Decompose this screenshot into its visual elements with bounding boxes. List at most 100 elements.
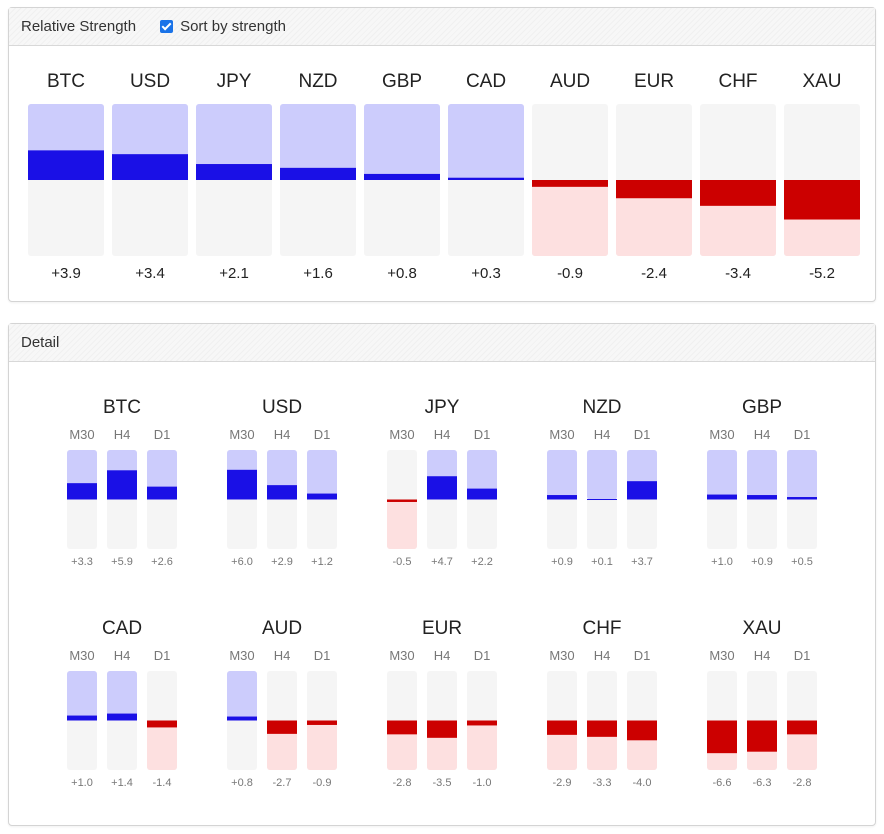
timeframe-label-nzd-h4: H4 (594, 427, 611, 442)
detail-value-chf-m30: -2.9 (553, 777, 572, 789)
detail-currency-aud: AUD (262, 618, 302, 639)
detail-value-chf-d1: -4.0 (633, 777, 652, 789)
detail-value-btc-m30: +3.3 (71, 556, 93, 568)
detail-eur-d1-bar (467, 720, 497, 726)
detail-currency-cad: CAD (102, 618, 142, 639)
detail-chf-m30-bar (547, 720, 577, 735)
strength-value-btc: +3.9 (51, 265, 81, 282)
timeframe-label-usd-d1: D1 (314, 427, 331, 442)
detail-gbp-d1-bar (787, 497, 817, 500)
relative-strength-chart: BTC +3.9 USD +3.4 JPY +2.1 NZD +1.6 GBP +0.8 CAD +0… (28, 71, 860, 282)
strength-eur-zone (616, 180, 692, 256)
detail-btc-m30-bar (67, 483, 97, 500)
strength-value-nzd: +1.6 (303, 265, 333, 282)
detail-currency-nzd: NZD (582, 397, 621, 418)
detail-aud-m30-zone (227, 671, 257, 721)
timeframe-label-chf-h4: H4 (594, 648, 611, 663)
detail-value-jpy-d1: +2.2 (471, 556, 493, 568)
detail-chf-d1-bar (627, 720, 657, 741)
strength-usd-bar (112, 154, 188, 180)
strength-value-jpy: +2.1 (219, 265, 249, 282)
timeframe-label-aud-m30: M30 (229, 648, 254, 663)
timeframe-label-jpy-h4: H4 (434, 427, 451, 442)
timeframe-label-cad-d1: D1 (154, 648, 171, 663)
strength-chf-bar (700, 180, 776, 206)
detail-gbp-d1-zone (787, 450, 817, 500)
detail-cad-m30-zone (67, 671, 97, 721)
detail-value-nzd-h4: +0.1 (591, 556, 613, 568)
detail-currency-jpy: JPY (425, 397, 460, 418)
currency-label-btc: BTC (47, 71, 85, 92)
currency-label-usd: USD (130, 71, 170, 92)
timeframe-label-gbp-d1: D1 (794, 427, 811, 442)
strength-value-chf: -3.4 (725, 265, 751, 282)
relative-strength-title: Relative Strength (21, 18, 137, 35)
detail-nzd-m30-zone (547, 450, 577, 500)
detail-jpy-m30-bar (387, 499, 417, 502)
timeframe-label-chf-m30: M30 (549, 648, 574, 663)
detail-cad-m30-bar (67, 715, 97, 721)
detail-chf-h4-bar (587, 720, 617, 737)
detail-value-cad-h4: +1.4 (111, 777, 133, 789)
currency-label-cad: CAD (466, 71, 506, 92)
sort-by-strength-toggle[interactable]: Sort by strength (160, 18, 286, 35)
timeframe-label-xau-m30: M30 (709, 648, 734, 663)
detail-currency-btc: BTC (103, 397, 141, 418)
detail-gbp-m30-zone (707, 450, 737, 500)
timeframe-label-eur-m30: M30 (389, 648, 414, 663)
detail-gbp-m30-bar (707, 494, 737, 500)
detail-usd-d1-zone (307, 450, 337, 500)
strength-eur-bar (616, 180, 692, 199)
strength-value-eur: -2.4 (641, 265, 667, 282)
detail-value-usd-d1: +1.2 (311, 556, 333, 568)
detail-nzd-h4-zone (587, 450, 617, 500)
timeframe-label-jpy-d1: D1 (474, 427, 491, 442)
detail-cad-d1-bar (147, 720, 177, 728)
detail-value-aud-h4: -2.7 (273, 777, 292, 789)
timeframe-label-usd-h4: H4 (274, 427, 291, 442)
detail-eur-m30-bar (387, 720, 417, 735)
timeframe-label-eur-d1: D1 (474, 648, 491, 663)
detail-aud-d1-zone (307, 720, 337, 770)
detail-btc-d1-bar (147, 486, 177, 500)
detail-aud-h4-bar (267, 720, 297, 734)
currency-label-gbp: GBP (382, 71, 422, 92)
timeframe-label-btc-m30: M30 (69, 427, 94, 442)
strength-jpy-bar (196, 164, 272, 180)
detail-usd-m30-bar (227, 469, 257, 500)
detail-value-aud-m30: +0.8 (231, 777, 253, 789)
timeframe-label-btc-h4: H4 (114, 427, 131, 442)
strength-value-aud: -0.9 (557, 265, 583, 282)
detail-jpy-d1-bar (467, 488, 497, 500)
detail-value-eur-d1: -1.0 (473, 777, 492, 789)
timeframe-label-aud-h4: H4 (274, 648, 291, 663)
detail-value-btc-h4: +5.9 (111, 556, 133, 568)
detail-aud-m30-bar (227, 716, 257, 721)
strength-xau-bar (784, 180, 860, 220)
sort-checkbox[interactable] (160, 20, 174, 33)
strength-cad-zone (448, 104, 524, 180)
detail-value-usd-m30: +6.0 (231, 556, 253, 568)
detail-currency-usd: USD (262, 397, 302, 418)
detail-usd-d1-bar (307, 493, 337, 500)
timeframe-label-btc-d1: D1 (154, 427, 171, 442)
strength-value-usd: +3.4 (135, 265, 165, 282)
timeframe-label-jpy-m30: M30 (389, 427, 414, 442)
detail-value-chf-h4: -3.3 (593, 777, 612, 789)
detail-value-gbp-m30: +1.0 (711, 556, 733, 568)
strength-cad-bar (448, 177, 524, 180)
currency-label-aud: AUD (550, 71, 590, 92)
relative-strength-panel: Relative Strength Sort by strength BTC +3… (8, 7, 876, 302)
detail-eur-d1-zone (467, 720, 497, 770)
detail-nzd-m30-bar (547, 495, 577, 500)
detail-value-nzd-m30: +0.9 (551, 556, 573, 568)
timeframe-label-cad-m30: M30 (69, 648, 94, 663)
strength-aud-bar (532, 180, 608, 187)
timeframe-label-gbp-m30: M30 (709, 427, 734, 442)
detail-aud-d1-bar (307, 720, 337, 725)
currency-label-chf: CHF (718, 71, 757, 92)
detail-currency-gbp: GBP (742, 397, 782, 418)
detail-nzd-h4-bar (587, 499, 617, 501)
strength-nzd-zone (280, 104, 356, 180)
strength-aud-zone (532, 180, 608, 256)
